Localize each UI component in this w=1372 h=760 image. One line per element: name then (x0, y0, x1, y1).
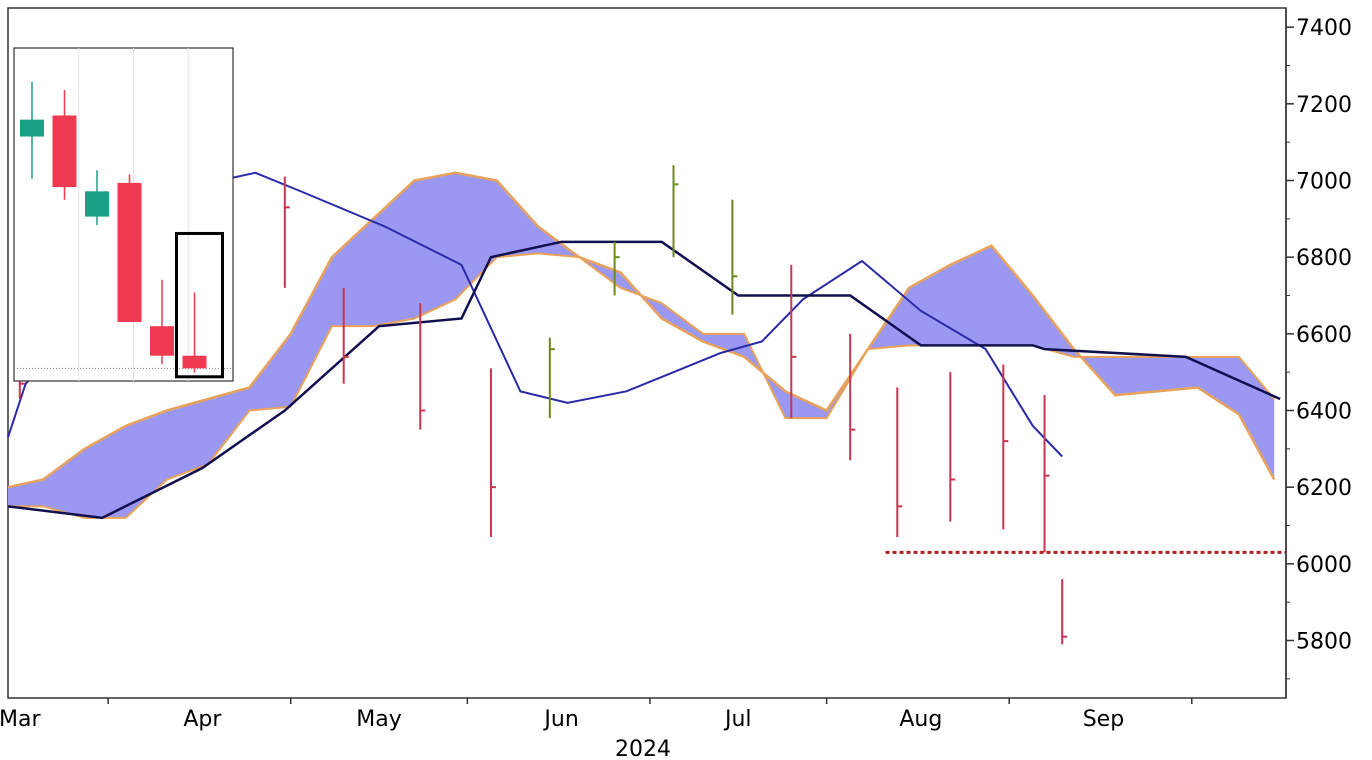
y-tick-label: 6200 (1296, 476, 1352, 501)
y-tick-label: 6400 (1296, 400, 1352, 425)
y-tick-label: 5800 (1296, 630, 1352, 655)
x-tick-label: May (356, 707, 401, 732)
y-tick-label: 7200 (1296, 93, 1352, 118)
inset-highlight-box (175, 231, 224, 379)
x-tick-label: Aug (899, 707, 942, 732)
y-tick-label: 6800 (1296, 246, 1352, 271)
x-axis: Mar Apr May Jun Jul Aug Sep (0, 698, 1193, 732)
inset-candle (20, 119, 44, 137)
inset-candle (85, 191, 109, 217)
x-tick-label: Mar (0, 707, 41, 732)
y-axis: 5800 6000 6200 6400 6600 6800 7000 7200 7400 (1285, 8, 1352, 698)
inset-candle (182, 355, 207, 369)
inset-candle (150, 326, 174, 356)
price-bars (18, 165, 1068, 645)
base-line (7, 240, 1281, 520)
y-tick-label: 6000 (1296, 553, 1352, 578)
y-tick-label: 6600 (1296, 323, 1352, 348)
x-axis-label: 2024 (615, 737, 671, 760)
x-tick-label: Jul (723, 707, 752, 732)
x-tick-label: Jun (542, 707, 578, 732)
inset-candlestick-chart (13, 47, 234, 382)
x-tick-label: Sep (1083, 707, 1124, 732)
inset-candle (117, 182, 142, 322)
inset-candle (52, 115, 77, 188)
x-tick-label: Apr (183, 707, 222, 732)
y-tick-label: 7400 (1296, 16, 1352, 41)
cloud-lower-edge (8, 252, 1275, 519)
y-tick-label: 7000 (1296, 170, 1352, 195)
